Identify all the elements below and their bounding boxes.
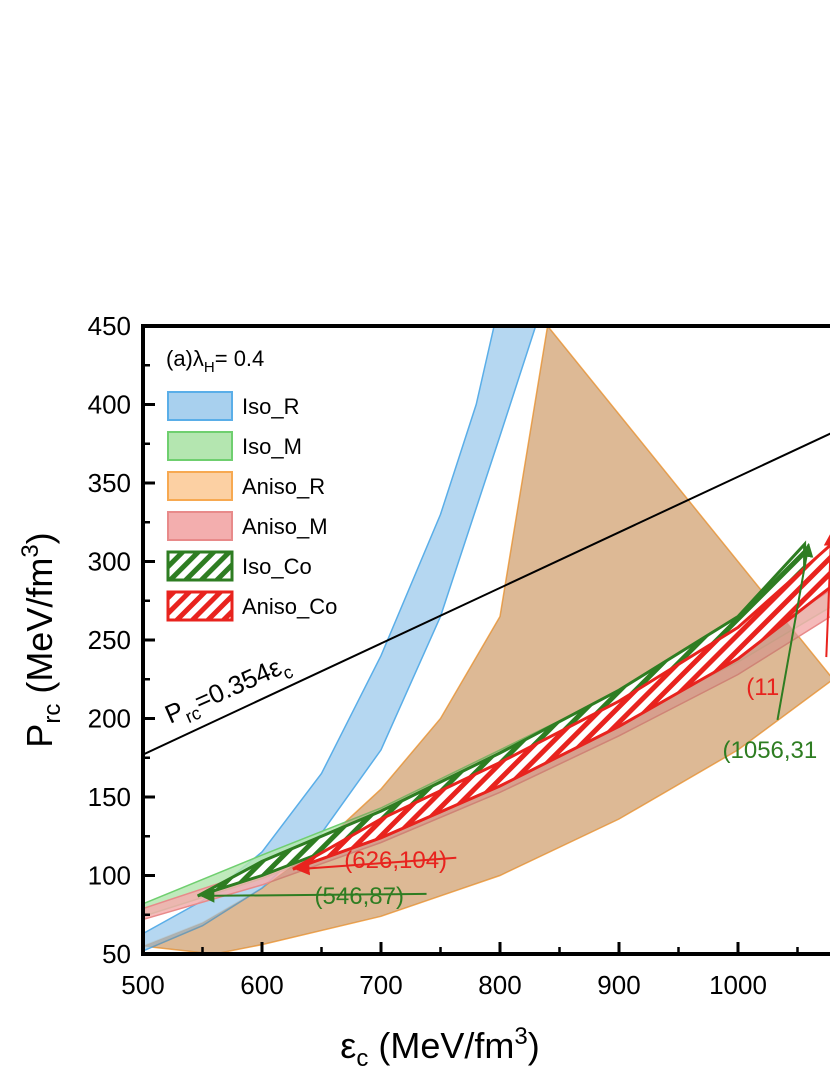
annotation-arrow (295, 856, 457, 876)
legend-label-aniso-r: Aniso_R (242, 474, 325, 499)
annotation-label: (1056,31 (723, 737, 818, 764)
x-axis-unit-sup: 3 (514, 1023, 527, 1050)
legend-swatch-iso-co (166, 550, 234, 582)
y-tick-label: 150 (88, 782, 131, 812)
legend-swatch-iso-m (167, 431, 233, 461)
x-axis-unit: (MeV/fm (368, 1025, 514, 1066)
reference-line (143, 432, 830, 756)
legend: Iso_R Iso_M Aniso_R Aniso_M Iso_Co Aniso_Co (166, 391, 337, 622)
y-axis-unit-sup: 3 (17, 544, 44, 557)
plot-area (143, 326, 830, 954)
legend-label-iso-co: Iso_Co (242, 554, 312, 579)
x-tick-label: 900 (597, 970, 640, 1000)
annotation-arrow (823, 531, 830, 658)
legend-label-aniso-co: Aniso_Co (242, 594, 337, 619)
band-iso-r (143, 326, 537, 952)
y-axis-unit: (MeV/fm (19, 558, 60, 704)
x-axis-symbol-sub: c (356, 1045, 368, 1072)
x-tick-label: 1000 (709, 970, 767, 1000)
panel-param-sub: H (204, 359, 215, 376)
reference-line-label: Prc=0.354εc (160, 648, 296, 734)
panel-id: (a) (166, 346, 193, 371)
legend-swatch-iso-r (167, 391, 233, 421)
y-tick-label: 50 (102, 939, 131, 969)
x-axis-symbol: ε (340, 1025, 356, 1066)
y-axis-unit-close: ) (19, 532, 60, 544)
y-axis-symbol-sub: rc (39, 704, 66, 724)
y-axis-title: Prc (MeV/fm3) (17, 532, 66, 747)
x-tick-label: 800 (478, 970, 521, 1000)
y-tick-label: 100 (88, 861, 131, 891)
legend-label-iso-m: Iso_M (242, 434, 302, 459)
annotations: (626,104) (546,87) (1056,31 (11 (200, 531, 830, 910)
annotation-label: (546,87) (315, 883, 404, 910)
x-tick-label: 700 (359, 970, 402, 1000)
y-tick-label: 450 (88, 311, 131, 341)
ref-label-sub: rc (182, 703, 204, 727)
annotation-label: (626,104) (344, 847, 447, 874)
legend-swatch-aniso-m (167, 511, 233, 541)
band-aniso-co (292, 543, 830, 871)
reference-line-group (143, 432, 830, 756)
x-tick-label: 600 (240, 970, 283, 1000)
legend-label-iso-r: Iso_R (242, 394, 299, 419)
x-axis-title: εc (MeV/fm3) (340, 1023, 539, 1072)
annotation-arrow (776, 542, 814, 721)
y-tick-label: 350 (88, 468, 131, 498)
legend-swatch-aniso-co (166, 590, 234, 622)
y-tick-label: 250 (88, 625, 131, 655)
ref-label-eq: =0.354ε (190, 651, 286, 716)
y-axis-symbol: P (19, 724, 60, 748)
panel-label: (a)λH= 0.4 (166, 346, 264, 376)
panel-param: λ (193, 346, 204, 371)
legend-label-aniso-m: Aniso_M (242, 514, 328, 539)
y-tick-label: 200 (88, 704, 131, 734)
annotation-label: (11 (746, 674, 779, 701)
axis-ticks (141, 324, 799, 956)
band-overlap-shade (143, 326, 830, 954)
y-tick-label: 300 (88, 547, 131, 577)
legend-swatch-aniso-r (167, 471, 233, 501)
y-tick-label: 400 (88, 390, 131, 420)
x-tick-label: 500 (121, 970, 164, 1000)
annotation-arrow (200, 888, 427, 903)
axis-tick-labels: 500 600 700 800 900 1000 50 100 150 200 250 300 350 4… (88, 311, 767, 1000)
x-axis-unit-close: ) (528, 1025, 540, 1066)
panel-param-value: = 0.4 (215, 346, 265, 371)
